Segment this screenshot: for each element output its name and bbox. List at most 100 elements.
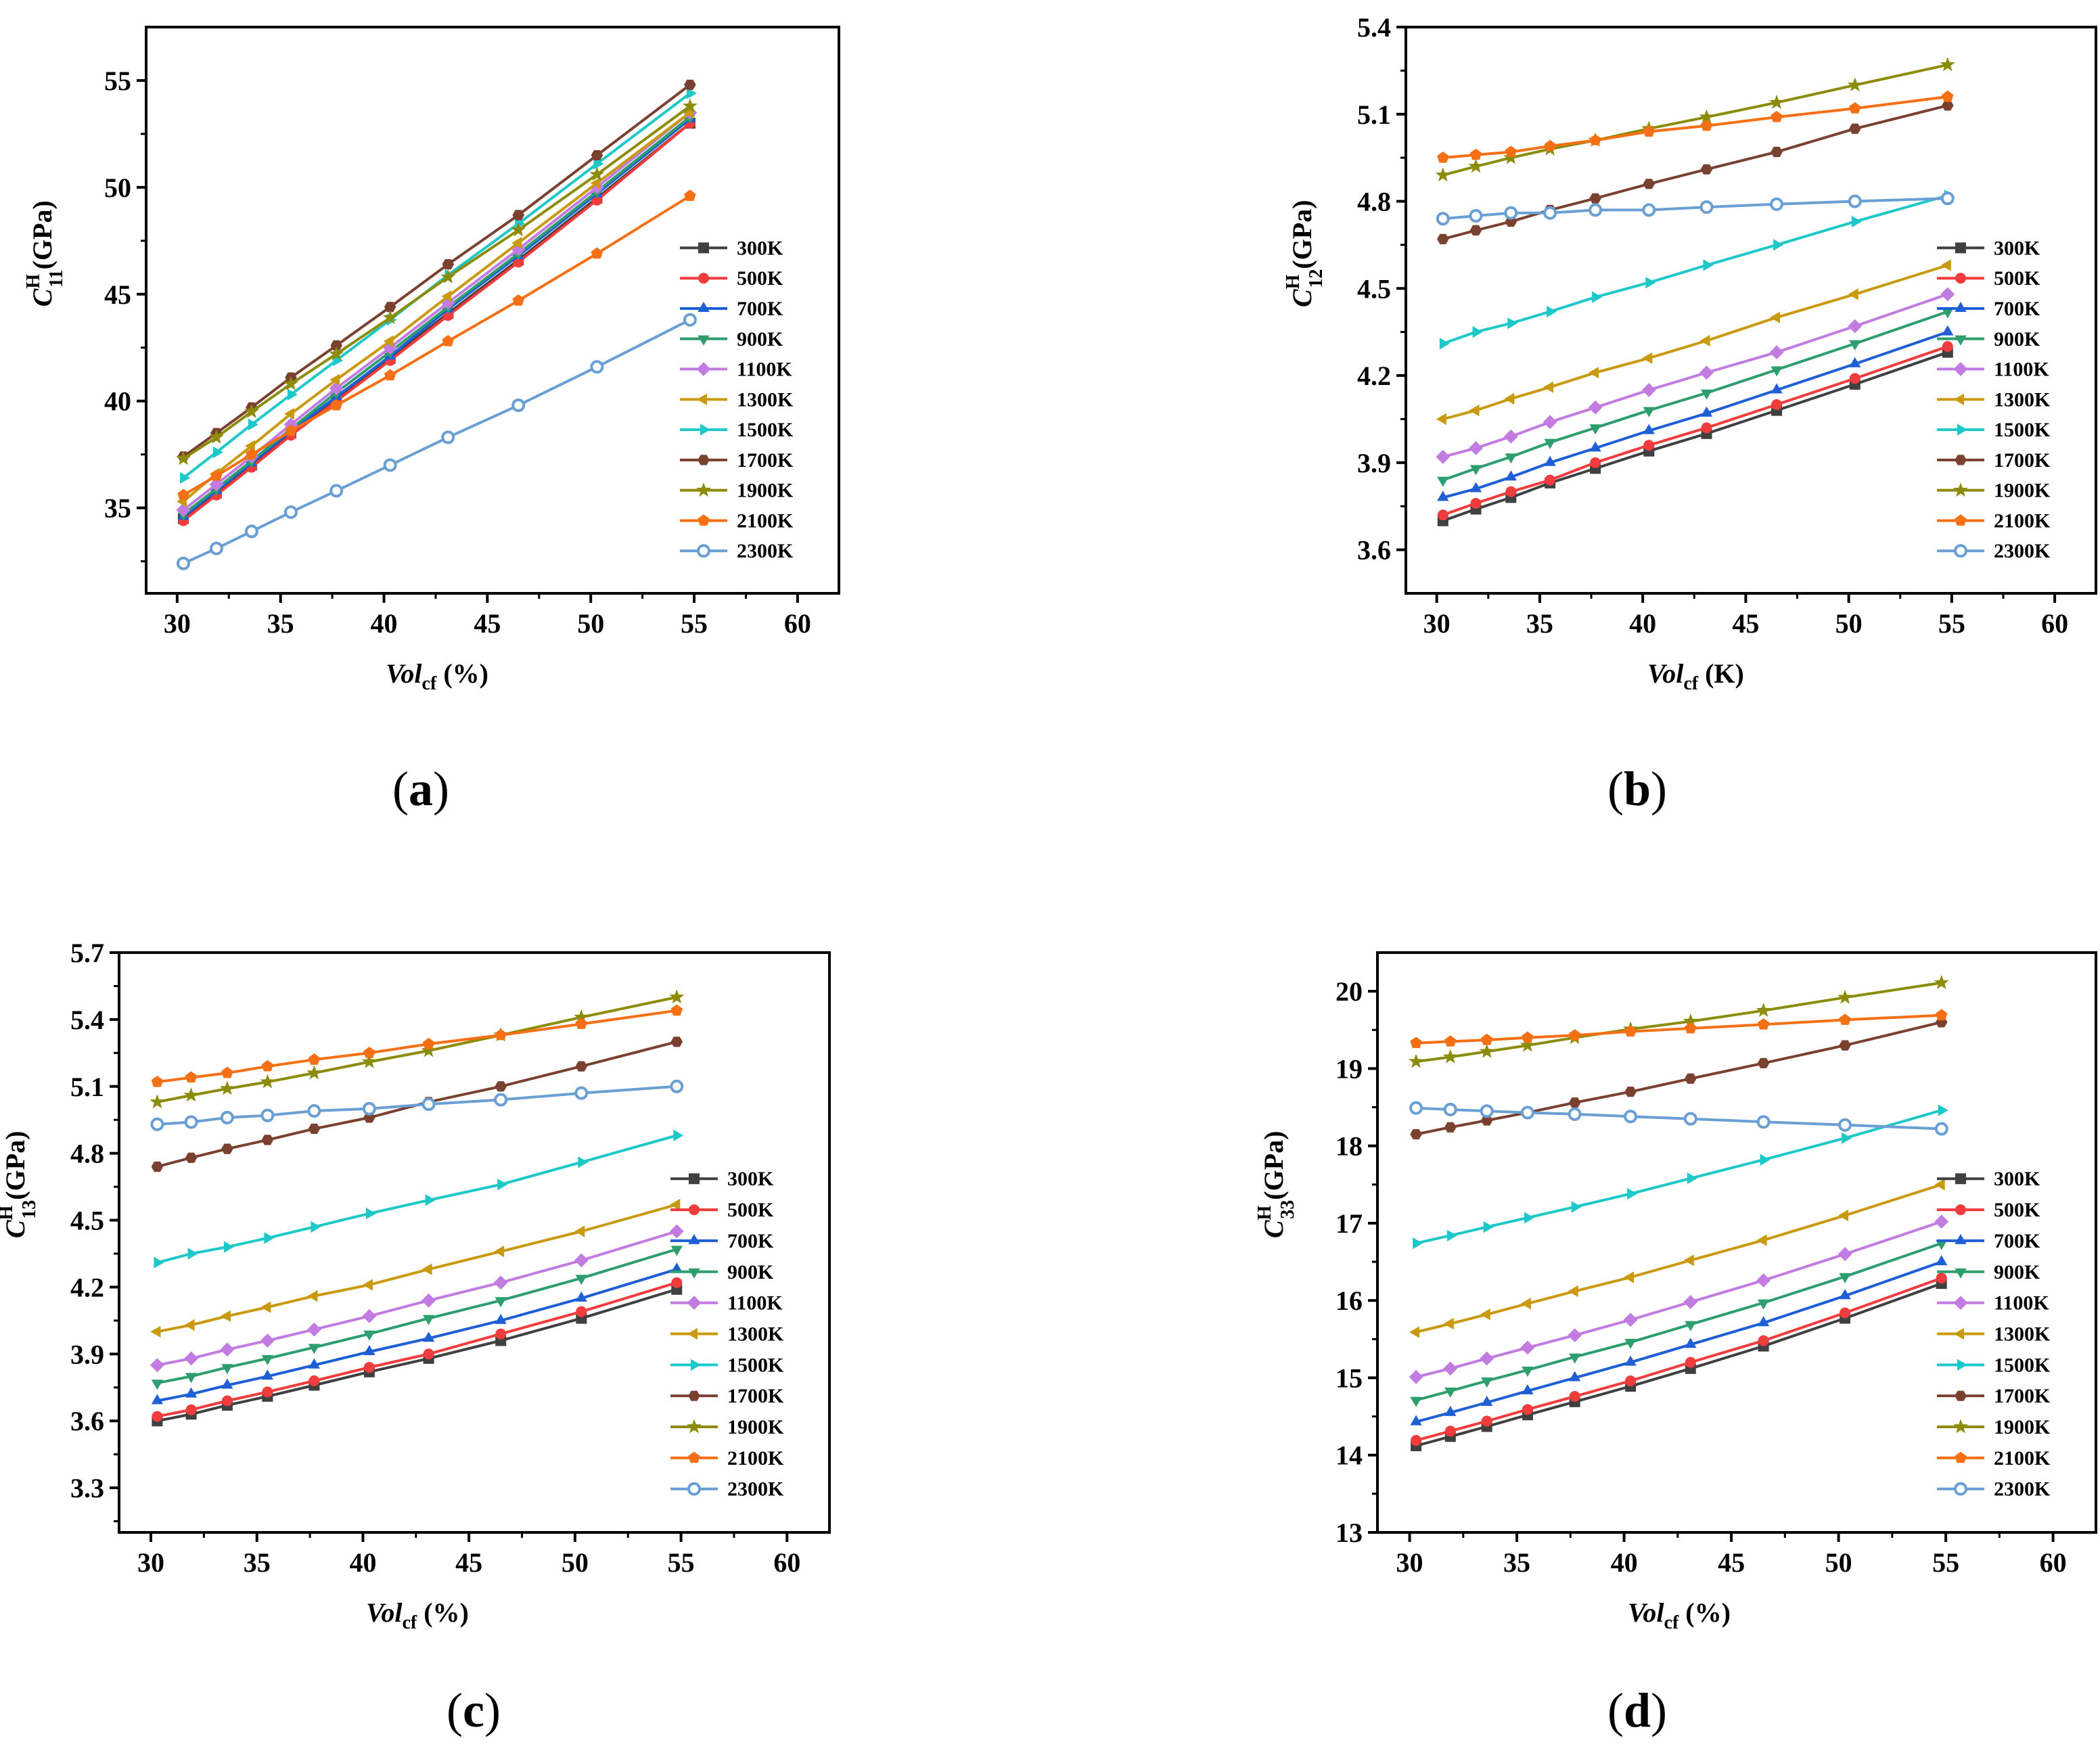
data-point	[511, 222, 526, 237]
legend-entry-300K: 300K	[737, 237, 783, 259]
data-point	[1699, 334, 1710, 347]
data-point	[1771, 146, 1783, 158]
data-point	[185, 1387, 198, 1398]
data-point	[1520, 1037, 1535, 1052]
data-point	[512, 210, 524, 221]
chart-panel-2: 30 35 40 45 50 55 60 3.3 3.6 3.9 4.2 4.5 4.8 5.1 5.4 5.…	[0, 938, 831, 1737]
data-point	[575, 1291, 587, 1302]
data-point	[1942, 325, 1954, 336]
series-line-1500K	[1415, 1109, 1942, 1245]
legend-marker	[1955, 242, 1966, 254]
legend-marker	[1955, 335, 1967, 346]
series-line-300K	[157, 1287, 677, 1423]
legend-entry-1100K: 1100K	[737, 359, 792, 381]
x-tick-label: 35	[1503, 1547, 1530, 1578]
series-1700K	[1410, 1017, 1948, 1140]
series-1700K	[151, 1036, 683, 1172]
data-point	[1771, 383, 1783, 394]
legend-entry-2300K: 2300K	[1994, 1478, 2051, 1501]
data-point	[1410, 1396, 1422, 1407]
data-point	[1757, 1057, 1770, 1068]
chart-panel-3: 30 35 40 45 50 55 60 13 14 15 16 17 18 19 20 Volcf (%) C…	[1254, 951, 2097, 1737]
data-point	[1641, 383, 1656, 397]
data-point	[154, 1256, 164, 1269]
series-1900K	[1435, 57, 1955, 182]
data-point	[363, 1047, 375, 1058]
data-point	[330, 398, 342, 411]
series-1300K	[1409, 1179, 1945, 1338]
series-1300K	[1436, 259, 1951, 426]
data-point	[1624, 1355, 1637, 1366]
data-point	[1444, 1122, 1457, 1133]
data-point	[1443, 1102, 1457, 1116]
legend-marker	[1957, 1359, 1967, 1371]
data-point	[384, 369, 396, 381]
legend-marker	[698, 455, 710, 465]
data-point	[1838, 1209, 1849, 1222]
legend-entry-900K: 900K	[727, 1261, 774, 1283]
data-point	[1771, 399, 1783, 410]
y-axis-label: CH 12(GPa)	[1283, 200, 1327, 307]
data-point	[1757, 1018, 1770, 1030]
series-line-700K	[1415, 1260, 1942, 1423]
series-1500K	[154, 1129, 684, 1269]
data-point	[1645, 277, 1656, 289]
data-point	[1624, 1025, 1637, 1036]
data-point	[1437, 491, 1449, 501]
data-point	[1839, 1013, 1851, 1025]
series-line-700K	[1442, 330, 1948, 499]
legend-marker	[700, 424, 710, 436]
data-point	[1436, 212, 1450, 226]
data-point	[1849, 357, 1861, 367]
x-tick-label: 35	[1526, 608, 1553, 639]
data-point	[1522, 1384, 1534, 1394]
legend-entry-1100K: 1100K	[1994, 359, 2049, 381]
data-point	[1571, 1201, 1582, 1213]
legend-entry-900K: 900K	[737, 328, 783, 350]
data-point	[495, 1028, 507, 1041]
data-point	[177, 556, 191, 570]
legend-marker	[1955, 273, 1966, 284]
series-line-1500K	[156, 1134, 677, 1264]
data-point	[591, 247, 603, 259]
data-point	[1642, 203, 1656, 217]
y-tick-label: 3.6	[70, 1406, 104, 1436]
x-tick-label: 45	[1732, 608, 1759, 639]
data-point	[670, 1004, 683, 1016]
y-tick-label: 14	[1336, 1440, 1363, 1471]
data-point	[363, 1345, 375, 1355]
legend-marker	[689, 1173, 700, 1185]
data-point	[576, 1306, 587, 1317]
y-tick-label: 16	[1336, 1285, 1363, 1316]
data-point	[261, 1354, 274, 1365]
panel-label: (a)	[392, 762, 449, 816]
data-point	[208, 429, 224, 444]
data-point	[221, 1395, 233, 1407]
series-1700K	[1437, 100, 1954, 244]
legend-marker	[698, 514, 710, 526]
data-point	[440, 269, 456, 283]
series-line-300K	[182, 122, 691, 520]
data-point	[1480, 1104, 1494, 1118]
series-line-1900K	[1415, 981, 1942, 1064]
data-point	[1589, 193, 1601, 204]
data-point	[1847, 77, 1863, 92]
data-point	[309, 1375, 320, 1386]
data-point	[185, 1373, 198, 1384]
data-point	[1480, 1308, 1490, 1321]
legend-entry-700K: 700K	[737, 298, 783, 320]
data-point	[1683, 1112, 1697, 1126]
data-point	[221, 1066, 233, 1078]
data-point	[1839, 1040, 1851, 1051]
data-point	[1481, 1415, 1492, 1427]
legend-marker	[1954, 393, 1964, 405]
data-point	[1439, 338, 1450, 350]
data-point	[1409, 1053, 1424, 1068]
data-point	[1505, 453, 1517, 464]
legend-entry-1500K: 1500K	[737, 419, 794, 441]
data-point	[329, 373, 340, 386]
legend-marker	[698, 273, 709, 284]
series-1900K	[1409, 975, 1949, 1068]
data-point	[1544, 438, 1556, 449]
data-point	[1443, 1361, 1458, 1376]
